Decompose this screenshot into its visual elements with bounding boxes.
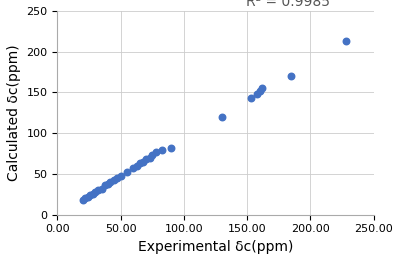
Point — [140, 160, 146, 164]
Point — [219, 115, 225, 119]
Y-axis label: Calculated δc(ppm): Calculated δc(ppm) — [7, 45, 21, 181]
Point — [118, 174, 124, 178]
Point — [90, 192, 96, 196]
Point — [92, 190, 98, 194]
Point — [111, 178, 118, 182]
Point — [143, 157, 149, 161]
Point — [130, 166, 136, 170]
Point — [136, 161, 143, 165]
Point — [159, 147, 166, 152]
Point — [149, 153, 156, 157]
Point — [114, 176, 120, 180]
Point — [259, 86, 266, 91]
Point — [105, 182, 111, 186]
Point — [288, 74, 295, 78]
Point — [95, 188, 101, 192]
Point — [248, 96, 254, 100]
Point — [134, 164, 140, 168]
X-axis label: Experimental δc(ppm): Experimental δc(ppm) — [138, 240, 293, 254]
Point — [168, 146, 174, 150]
Point — [146, 156, 153, 160]
Point — [98, 187, 105, 191]
Text: R² = 0.9985: R² = 0.9985 — [246, 0, 330, 9]
Point — [124, 170, 130, 174]
Point — [107, 180, 114, 184]
Point — [343, 39, 349, 43]
Point — [257, 89, 263, 93]
Point — [254, 92, 260, 96]
Point — [80, 198, 86, 202]
Point — [87, 193, 94, 197]
Point — [153, 150, 159, 154]
Point — [82, 196, 88, 200]
Point — [84, 195, 91, 199]
Point — [102, 183, 109, 187]
